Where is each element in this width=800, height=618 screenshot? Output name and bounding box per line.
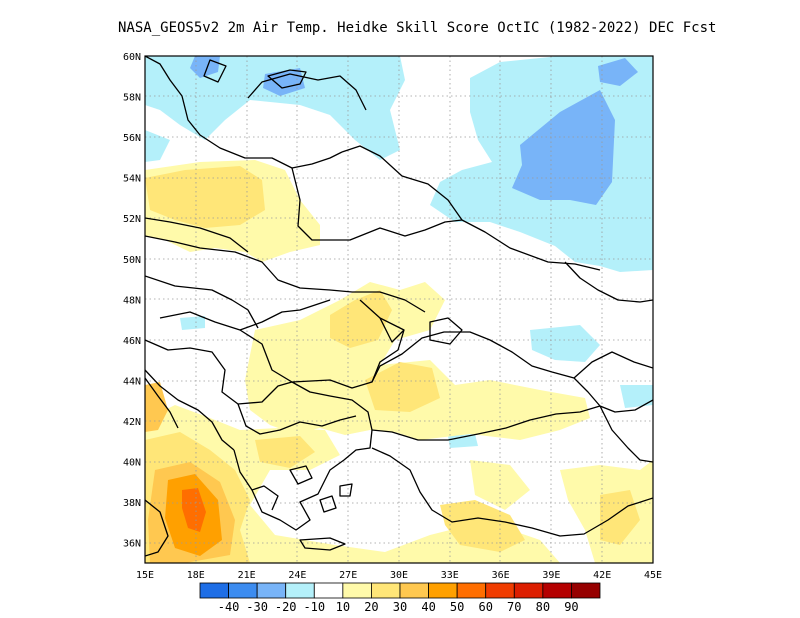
longitude-labels: 15E 18E 21E 24E 27E 30E 33E 36E 39E 42E 45E	[136, 570, 662, 581]
lon-tick-label: 15E	[136, 570, 154, 581]
map-frame	[144, 55, 654, 564]
colorbar-swatch	[456, 582, 487, 599]
colorbar-label: -30	[246, 600, 268, 614]
lat-tick-label: 36N	[123, 539, 141, 550]
colorbar-swatch	[199, 582, 229, 599]
map-area	[145, 56, 653, 563]
lon-tick-label: 27E	[339, 570, 357, 581]
lat-tick-label: 44N	[123, 376, 141, 387]
colorbar-label: 20	[364, 600, 378, 614]
colorbar-swatch	[285, 582, 315, 599]
colorbar-label: 30	[393, 600, 407, 614]
lon-tick-label: 30E	[390, 570, 408, 581]
colorbar-swatch	[256, 582, 287, 599]
colorbar-label: 60	[478, 600, 492, 614]
colorbar-label: 70	[507, 600, 521, 614]
lat-tick-label: 50N	[123, 255, 141, 266]
country-borders	[145, 56, 653, 557]
skill-fill-mid-blue	[190, 56, 638, 205]
lon-tick-label: 45E	[644, 570, 662, 581]
colorbar-swatch	[371, 582, 401, 599]
lat-tick-label: 46N	[123, 336, 141, 347]
colorbar: -40 -30 -20 -10 10 20 30 40 50 60 70 80 90	[199, 582, 601, 614]
colorbar-label: -40	[218, 600, 240, 614]
lon-tick-label: 36E	[492, 570, 510, 581]
lon-tick-label: 21E	[238, 570, 256, 581]
colorbar-label: 80	[536, 600, 550, 614]
colorbar-label: -20	[275, 600, 297, 614]
colorbar-label: 10	[336, 600, 350, 614]
map-title: NASA_GEOS5v2 2m Air Temp. Heidke Skill S…	[118, 20, 717, 36]
colorbar-swatch	[428, 582, 458, 599]
lat-tick-label: 54N	[123, 174, 141, 185]
skill-fill-dark-orange	[182, 488, 206, 532]
lon-tick-label: 18E	[187, 570, 205, 581]
colorbar-swatch	[313, 582, 344, 599]
colorbar-swatch	[571, 582, 601, 599]
colorbar-swatch	[542, 582, 572, 599]
lat-tick-label: 52N	[123, 214, 141, 225]
latitude-labels: 36N 38N 40N 42N 44N 46N 48N 50N 52N 54N 56N 58N 60N	[123, 52, 141, 550]
lat-tick-label: 56N	[123, 133, 141, 144]
lat-tick-label: 42N	[123, 417, 141, 428]
lon-tick-label: 42E	[593, 570, 611, 581]
colorbar-label: 50	[450, 600, 464, 614]
lon-tick-label: 39E	[542, 570, 560, 581]
colorbar-swatch	[513, 582, 544, 599]
colorbar-swatch	[399, 582, 429, 599]
colorbar-swatch	[342, 582, 372, 599]
colorbar-swatch	[485, 582, 515, 599]
colorbar-label: 90	[564, 600, 578, 614]
lat-tick-label: 48N	[123, 295, 141, 306]
lon-tick-label: 33E	[441, 570, 459, 581]
colorbar-swatch	[228, 582, 258, 599]
lat-tick-label: 58N	[123, 93, 141, 104]
colorbar-label: -10	[303, 600, 325, 614]
lat-tick-label: 38N	[123, 498, 141, 509]
lon-tick-label: 24E	[288, 570, 306, 581]
lat-tick-label: 40N	[123, 458, 141, 469]
lat-tick-label: 60N	[123, 52, 141, 63]
colorbar-label: 40	[421, 600, 435, 614]
